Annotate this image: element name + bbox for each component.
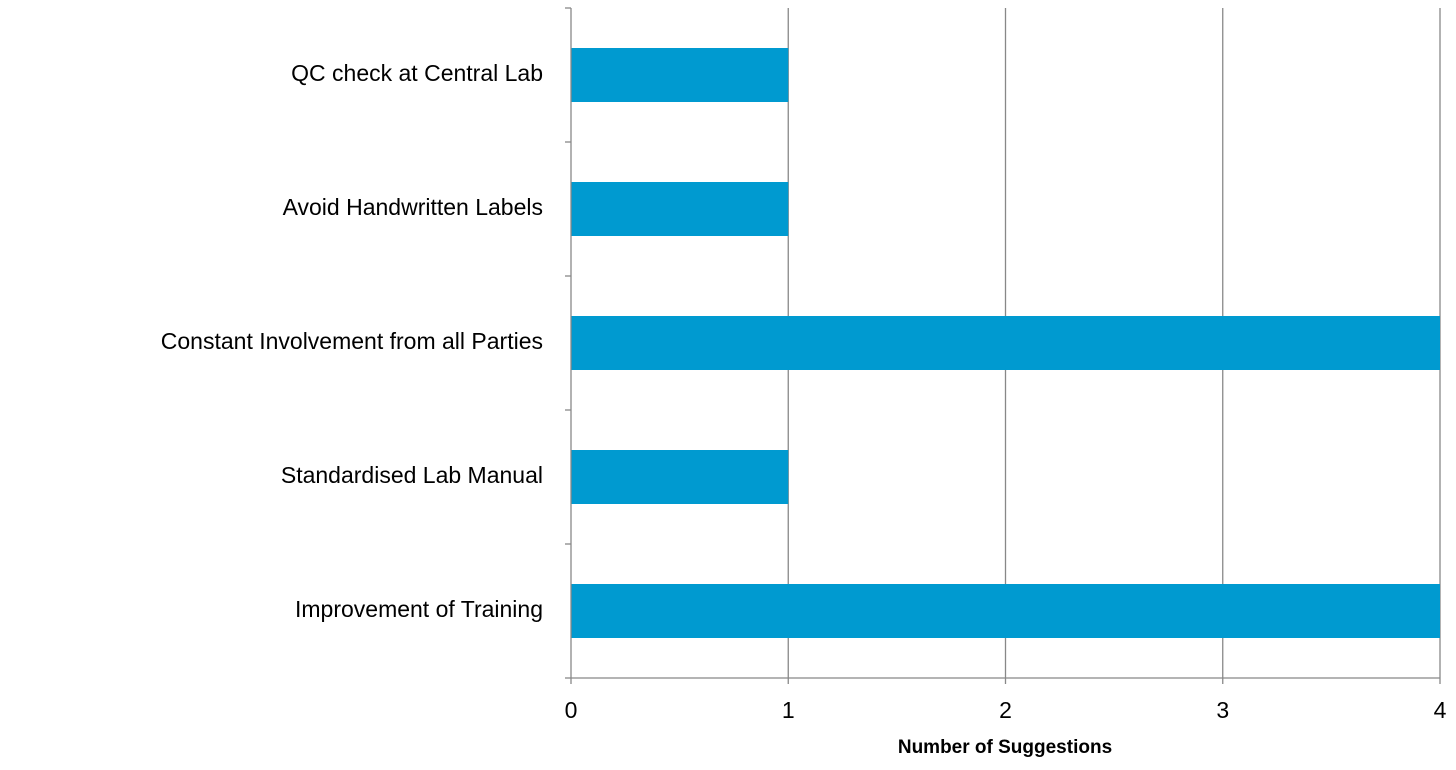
y-tick-label: Avoid Handwritten Labels: [283, 194, 543, 220]
bar: [571, 182, 789, 236]
y-tick-label: Constant Involvement from all Parties: [161, 328, 543, 354]
x-tick-label: 1: [782, 697, 795, 723]
x-tick-label: 4: [1434, 697, 1447, 723]
bar: [571, 48, 789, 102]
x-tick-label: 3: [1216, 697, 1229, 723]
bar: [571, 316, 1440, 370]
bar: [571, 450, 789, 504]
bar: [571, 584, 1440, 638]
x-tick-label: 2: [999, 697, 1012, 723]
y-tick-label: Standardised Lab Manual: [281, 462, 543, 488]
y-tick-label: Improvement of Training: [295, 596, 543, 622]
y-tick-label: QC check at Central Lab: [291, 60, 543, 86]
x-tick-label: 0: [565, 697, 578, 723]
x-axis-label: Number of Suggestions: [898, 737, 1112, 758]
